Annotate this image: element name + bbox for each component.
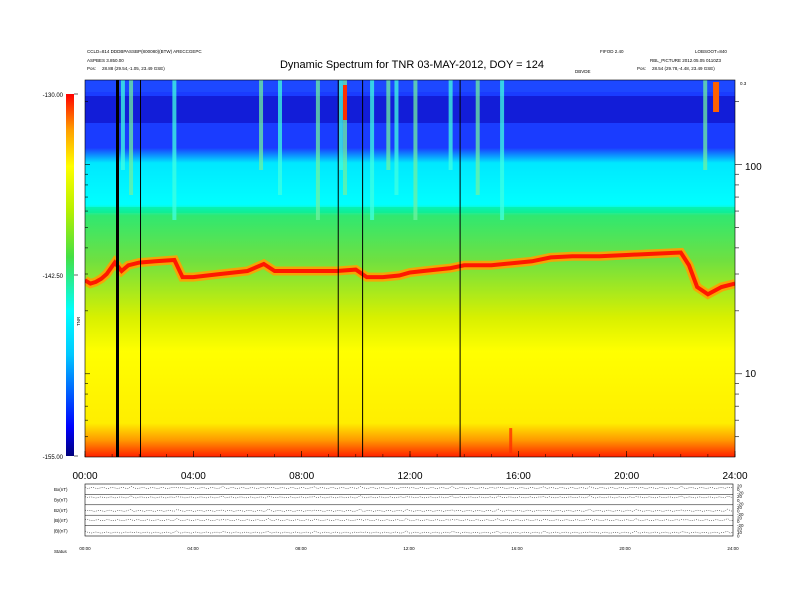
panel-x-tick-label: 12:00 [403,546,415,551]
panel-right-tick: 20 [737,494,743,499]
header-right-line-3: RBL_PICTURE 2012.05.05 0110Z3 [650,58,721,63]
x-axis: 00:00 04:00 08:00 12:00 16:00 20:00 24:00 [72,451,748,482]
spectrogram [85,80,735,457]
data-gaps [116,80,461,457]
panel-x-tick-label: 24:00 [727,546,739,551]
burst-core-low [509,428,513,454]
plasma-line [85,247,735,300]
burst-streak [278,80,282,195]
burst-streak [129,80,134,195]
spectrogram-top-band [85,80,735,92]
panel-right-tick: 20 [737,516,743,521]
panel-x-tick-label: 00:00 [79,546,91,551]
colorbar [66,94,74,456]
colorbar-label-bottom: -155.00 [43,455,64,461]
panel-right-tick: -20 [737,491,744,496]
burst-streak [370,80,375,220]
panel-label: |B|(nT) [54,529,68,534]
panel-right-tick: 20 [737,505,743,510]
x-tick-label: 12:00 [397,471,422,482]
burst-streak [172,80,177,220]
panel-trace [84,530,734,534]
burst-streak [315,80,320,220]
burst-streak [386,80,391,170]
burst-streak [413,80,418,220]
panels-frame [84,483,734,537]
colorbar-axis-label: TNR [76,316,81,326]
colorbar-label-top: -130.00 [43,93,64,99]
x-tick-label: 20:00 [614,471,639,482]
x-tick-label: 04:00 [181,471,206,482]
panel-x-tick-label: 08:00 [295,546,307,551]
panel-trace [84,495,734,499]
header-right-line-1: FIFOD 2.40 [600,49,624,54]
header-left: CCLD=814 DDDBPASSBP(800080)(BTW) ARECCGE… [87,49,202,71]
burst-streak [259,80,264,170]
plasma-line-core [85,250,735,297]
panel-right-tick: 0 [737,487,740,492]
header-left-line-2: ASPBES 3.850.00 [87,58,124,63]
burst-core [713,82,720,112]
panel-right-tick: 10 [737,530,743,535]
header-left-line-1: CCLD=814 DDDBPASSBP(800080)(BTW) ARECCGE… [87,49,202,54]
burst-streak [338,80,343,170]
panel-x-tick-label: 20:00 [619,546,631,551]
burst-streak [394,80,399,195]
magnetometer-panels: Bx(nT)By(nT)Bz(nT)|B|(nT)|B|(nT)200-2020… [54,484,744,555]
panel-right-tick: 0 [737,519,740,524]
panel-x-tick-label: 16:00 [511,546,523,551]
colorbar-label-mid: -142.50 [43,274,64,280]
panel-footer-label: Status [54,549,68,554]
spectrogram-dark-band [85,96,735,123]
x-tick-label: 08:00 [289,471,314,482]
header-right-line-2: LOBSOOT=840 [695,49,727,54]
burst-streak [703,80,708,170]
header-left-pos-label: Pos: [87,66,96,71]
header-small-center: DBVDE [575,69,591,74]
radio-bursts [120,80,720,454]
panel-trace [84,518,734,522]
header-right: FIFOD 2.40 LOBSOOT=840 RBL_PICTURE 2012.… [600,49,747,86]
burst-streak [475,80,480,195]
panel-label: Bx(nT) [54,487,68,492]
burst-streak [343,80,347,195]
panel-right-tick: -20 [737,523,744,528]
burst-core [343,85,347,120]
panel-right-tick: 20 [737,526,743,531]
header-right-pos-value: 28.54 (29.78,-4.48, 23.49 GSE) [652,66,715,71]
panel-x-tick-label: 04:00 [187,546,199,551]
header-right-pos-label: Pos: [637,66,646,71]
panel-label: By(nT) [54,497,68,502]
header-left-pos-value: 28.88 (29.54,-1.05, 23.49 GSE) [102,66,165,71]
y-tick-label-100: 100 [745,162,762,173]
panel-right-tick: -20 [737,501,744,506]
y-axis [85,101,742,438]
y-tick-label-10: 10 [745,369,757,380]
panel-right-tick: 0 [737,498,740,503]
panel-right-tick: 0 [737,534,740,539]
x-tick-label: 16:00 [506,471,531,482]
chart-title: Dynamic Spectrum for TNR 03-MAY-2012, DO… [280,59,544,71]
panel-label: Bz(nT) [54,508,68,513]
burst-streak [120,80,125,170]
burst-streak [448,80,453,170]
panel-trace [84,508,734,512]
header-corner: 0.3 [740,81,747,86]
panel-label: |B|(nT) [54,518,68,523]
panel-trace [84,485,734,489]
panel-right-tick: -20 [737,512,744,517]
burst-streak [500,80,505,220]
x-tick-label: 24:00 [722,471,747,482]
x-tick-label: 00:00 [72,471,97,482]
panel-right-tick: 20 [737,484,743,489]
panel-right-tick: 0 [737,509,740,514]
